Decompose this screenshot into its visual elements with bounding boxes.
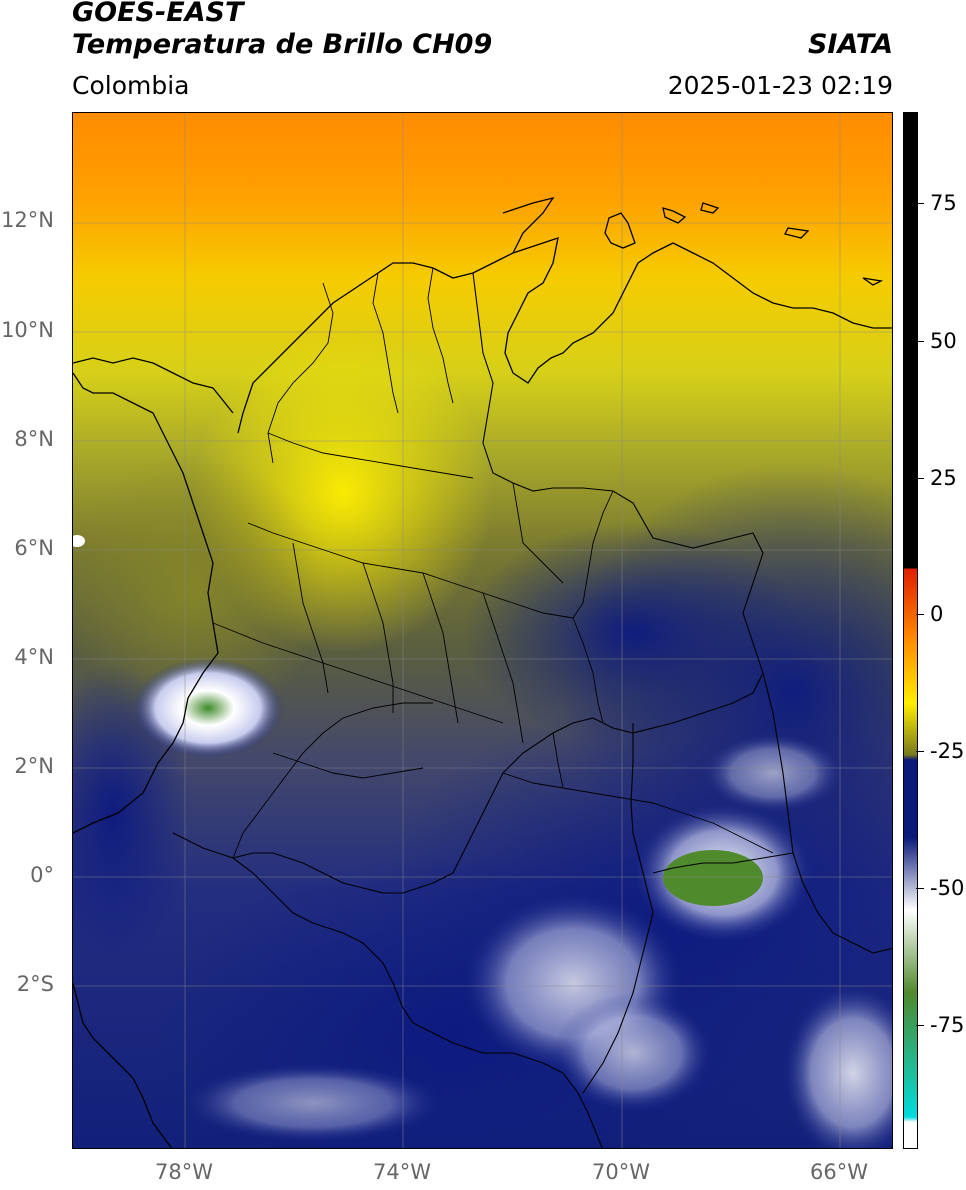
lat-label-2n: 2°N: [14, 754, 54, 778]
colorbar-tick: [916, 888, 924, 889]
colorbar-tick: [916, 614, 924, 615]
lon-label-78w: 78°W: [155, 1160, 213, 1184]
lon-label-70w: 70°W: [592, 1160, 650, 1184]
colorbar-tick: [916, 478, 924, 479]
lat-label-10n: 10°N: [1, 318, 54, 342]
colorbar-label-25: 25: [930, 466, 957, 490]
lon-label-74w: 74°W: [373, 1160, 431, 1184]
lat-label-6n: 6°N: [14, 536, 54, 560]
colorbar-tick: [916, 1025, 924, 1026]
title-satellite: GOES-EAST: [72, 0, 244, 28]
lat-label-12n: 12°N: [1, 208, 54, 232]
colorbar-label-m50: -50: [930, 876, 965, 900]
department-borders: [212, 267, 774, 859]
title-product: Temperatura de Brillo CH09: [72, 29, 493, 60]
colorbar-tick: [916, 341, 924, 342]
lat-lon-gridlines: [73, 113, 892, 1148]
temperature-colorbar: [903, 112, 918, 1149]
lat-label-8n: 8°N: [14, 427, 54, 451]
brightness-temperature-field: [73, 113, 892, 1148]
lon-label-66w: 66°W: [810, 1160, 868, 1184]
colorbar-label-m75: -75: [930, 1013, 965, 1037]
colorbar-label-m25: -25: [930, 739, 965, 763]
colorbar-label-0: 0: [930, 602, 944, 626]
country-borders: [172, 272, 892, 1148]
lat-label-2s: 2°S: [16, 972, 54, 996]
datetime-label: 2025-01-23 02:19: [667, 71, 893, 100]
colorbar-tick: [916, 203, 924, 204]
region-label: Colombia: [72, 71, 190, 100]
colorbar-label-50: 50: [930, 329, 957, 353]
lat-label-4n: 4°N: [14, 645, 54, 669]
colorbar-label-75: 75: [930, 191, 957, 215]
colorbar-tick: [916, 751, 924, 752]
lat-label-0: 0°: [30, 863, 54, 887]
satellite-map: [72, 112, 893, 1149]
organization-label: SIATA: [807, 29, 893, 60]
coastlines: [73, 196, 892, 1148]
